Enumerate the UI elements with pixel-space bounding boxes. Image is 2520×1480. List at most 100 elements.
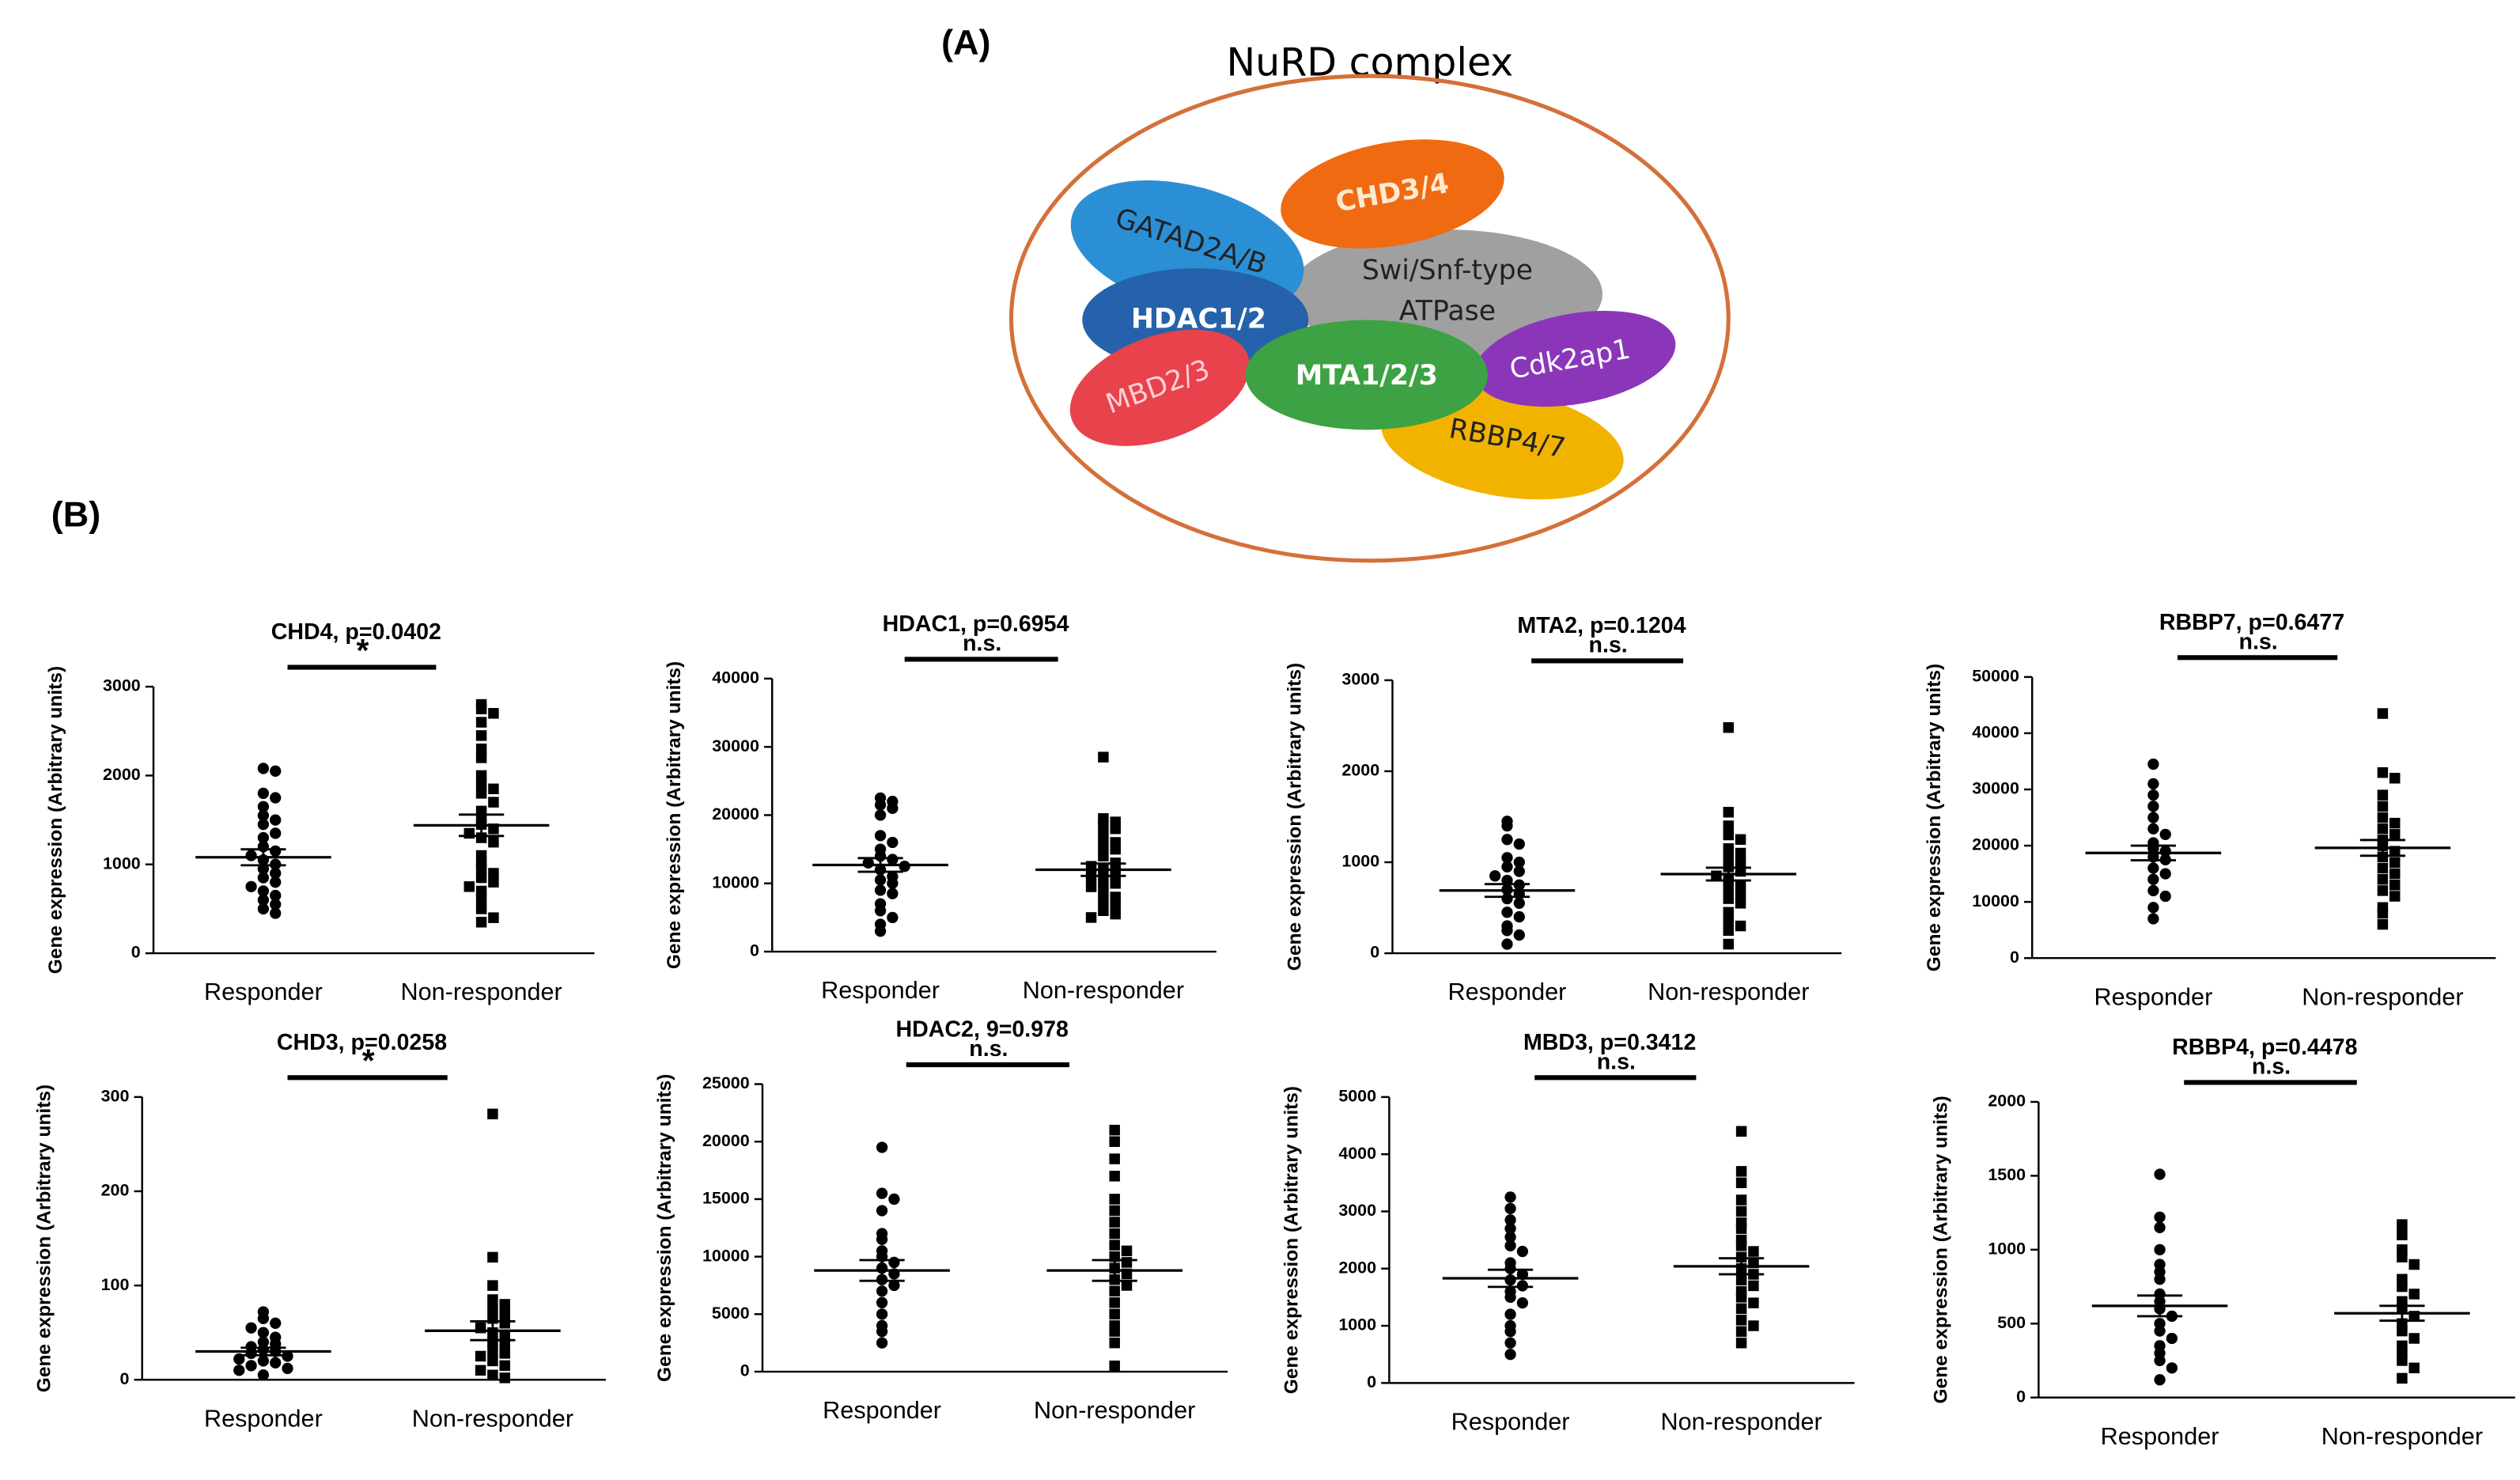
data-point: [1109, 1337, 1120, 1349]
data-point: [1504, 1349, 1516, 1361]
dot-plot: 0 1000 2000 3000 CHD4, p=0.0402 Gene expressi…: [45, 619, 595, 1005]
data-point: [899, 861, 910, 872]
data-point: [1109, 1124, 1120, 1136]
data-point: [257, 872, 270, 884]
data-point: [270, 907, 282, 919]
chart-title: MBD3, p=0.3412: [1523, 1030, 1696, 1055]
data-point: [2389, 829, 2401, 840]
subunit: [1281, 139, 1504, 249]
data-point: [876, 1141, 888, 1153]
data-point: [1513, 838, 1525, 850]
data-point: [257, 885, 270, 897]
data-point: [1504, 1191, 1516, 1203]
data-point: [1109, 1205, 1120, 1217]
data-point: [257, 1369, 270, 1381]
x-tick-label: Responder: [204, 978, 323, 1005]
data-point: [887, 877, 899, 889]
data-point: [257, 801, 270, 812]
significance-label: n.s.: [963, 631, 1001, 657]
y-tick-label: 1500: [1988, 1165, 2026, 1184]
data-point: [1504, 1262, 1516, 1274]
data-point: [2159, 828, 2171, 841]
data-point: [270, 1357, 282, 1368]
x-tick-label: Non-responder: [1023, 977, 1184, 1004]
y-tick-label: 10000: [1972, 891, 2019, 910]
data-point: [1504, 1222, 1516, 1235]
data-point: [1098, 895, 1109, 907]
data-point: [1504, 1231, 1516, 1243]
y-tick-label: 25000: [702, 1073, 750, 1092]
data-point: [1501, 907, 1513, 918]
data-point: [2389, 891, 2401, 902]
data-point: [874, 830, 887, 842]
data-point: [876, 1205, 888, 1217]
significance-label: n.s.: [969, 1036, 1008, 1062]
y-axis-label: Gene expression (Arbitrary units): [1281, 1086, 1302, 1394]
y-tick-label: 4000: [1338, 1144, 1376, 1163]
data-point: [499, 1372, 510, 1383]
y-tick-label: 2000: [1341, 761, 1379, 780]
data-point: [1735, 1303, 1747, 1315]
y-axis-label: Gene expression (Arbitrary units): [34, 1084, 55, 1392]
data-point: [1723, 916, 1735, 927]
x-tick-label: Responder: [821, 977, 940, 1004]
data-point: [257, 831, 270, 844]
data-point: [2147, 789, 2159, 801]
data-point: [1748, 1246, 1759, 1257]
data-point: [499, 1318, 510, 1329]
data-point: [2154, 1243, 2166, 1255]
data-point: [257, 1327, 270, 1338]
diagram-title: NuRD complex: [1227, 40, 1514, 85]
data-point: [487, 1294, 498, 1305]
data-point: [2147, 801, 2159, 812]
data-point: [1109, 1285, 1120, 1296]
data-point: [876, 1308, 888, 1320]
data-point: [1735, 1240, 1747, 1251]
data-point: [270, 899, 282, 910]
data-point: [2377, 708, 2389, 719]
y-tick-label: 100: [101, 1275, 130, 1294]
data-point: [1735, 880, 1746, 891]
data-point: [257, 1312, 270, 1324]
data-point: [2147, 823, 2159, 835]
data-point: [488, 912, 499, 923]
y-tick-label: 10000: [712, 872, 759, 891]
data-point: [1735, 1126, 1747, 1137]
data-point: [257, 809, 270, 822]
data-point: [1501, 861, 1513, 872]
data-point: [270, 827, 282, 839]
data-point: [487, 1355, 498, 1367]
data-point: [2397, 1372, 2408, 1384]
y-tick-label: 3000: [1338, 1201, 1376, 1220]
data-point: [1110, 898, 1121, 910]
data-point: [1098, 884, 1109, 896]
data-point: [1489, 870, 1501, 882]
data-point: [2397, 1219, 2408, 1230]
data-point: [1098, 830, 1109, 842]
data-point: [1110, 843, 1121, 855]
data-point: [876, 1187, 888, 1199]
y-tick-label: 0: [2010, 948, 2019, 967]
data-point: [499, 1348, 510, 1359]
data-point: [2147, 778, 2159, 790]
data-point: [2377, 823, 2389, 835]
data-point: [2377, 918, 2389, 930]
data-point: [1501, 938, 1513, 950]
data-point: [475, 717, 487, 728]
data-point: [475, 770, 487, 782]
data-point: [887, 854, 899, 865]
data-point: [1501, 834, 1513, 846]
data-point: [2166, 1332, 2178, 1345]
data-point: [475, 778, 487, 790]
significance-label: n.s.: [1589, 633, 1628, 658]
chart-title: CHD4, p=0.0402: [271, 619, 441, 645]
data-point: [1735, 1292, 1747, 1303]
data-point: [2147, 884, 2159, 897]
data-point: [2147, 758, 2159, 770]
data-point: [1735, 1223, 1747, 1234]
data-point: [1109, 1308, 1120, 1320]
data-point: [487, 1280, 498, 1291]
chart-title: RBBP4, p=0.4478: [2172, 1035, 2357, 1060]
data-point: [2397, 1281, 2408, 1293]
